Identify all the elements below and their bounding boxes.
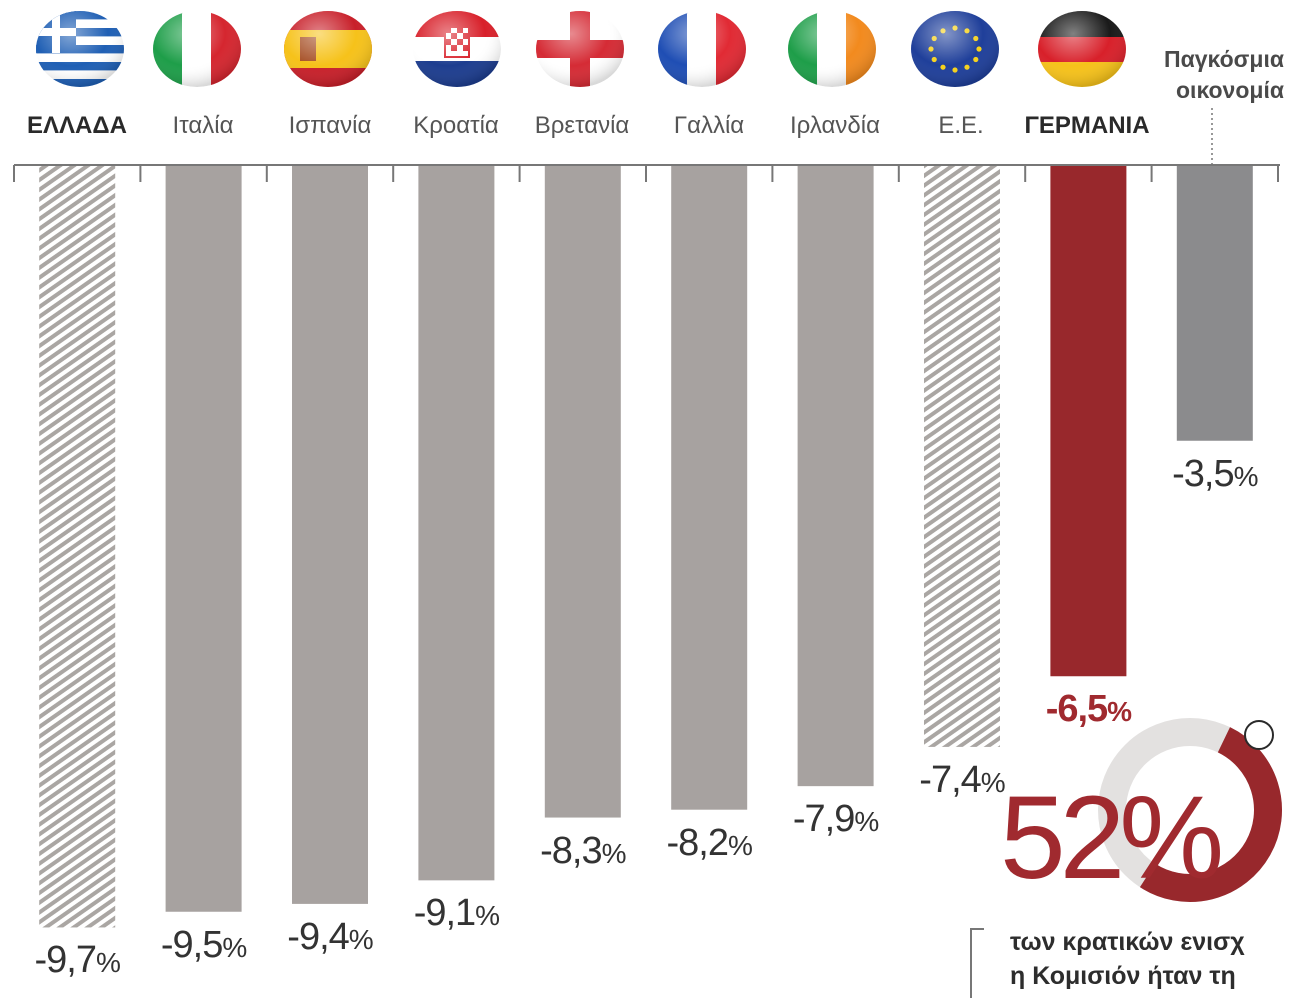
value-percent: % bbox=[1233, 460, 1259, 492]
donut-arc bbox=[1139, 727, 1282, 902]
caption-line-1: των κρατικών ενισχ bbox=[1010, 928, 1245, 956]
value-label: -9,4% bbox=[260, 916, 400, 959]
label-italy: Ιταλία bbox=[172, 112, 234, 139]
value-number: -6,5 bbox=[1045, 688, 1108, 731]
donut-chart bbox=[1098, 718, 1282, 902]
label-britain: Βρετανία bbox=[534, 112, 630, 139]
value-percent: % bbox=[348, 923, 374, 955]
donut-knob bbox=[1244, 720, 1274, 750]
label-germany: ΓΕΡΜΑΝΙΑ bbox=[1024, 112, 1150, 139]
bars-group bbox=[39, 166, 1253, 928]
value-number: -9,1 bbox=[413, 892, 476, 935]
label-world-line2: οικονομία bbox=[1176, 77, 1284, 103]
value-label: -9,1% bbox=[386, 892, 526, 935]
value-percent: % bbox=[1107, 696, 1132, 728]
germany-flag-icon bbox=[1038, 11, 1126, 87]
value-label: -8,3% bbox=[513, 830, 653, 873]
value-label: -3,5% bbox=[1145, 453, 1285, 496]
value-percent: % bbox=[475, 900, 500, 932]
value-number: -7,9 bbox=[792, 798, 855, 841]
caption-line-2: η Κομισιόν ήταν τη bbox=[1010, 962, 1236, 990]
value-label: -8,2% bbox=[639, 822, 779, 865]
value-label: -6,5% bbox=[1018, 688, 1158, 731]
value-label: -7,9% bbox=[766, 798, 906, 841]
value-percent: % bbox=[727, 829, 753, 861]
label-ireland: Ιρλανδία bbox=[790, 112, 880, 139]
england-flag-icon bbox=[536, 11, 624, 87]
label-spain: Ισπανία bbox=[288, 112, 372, 139]
value-label: -7,4% bbox=[892, 759, 1032, 802]
value-percent: % bbox=[222, 931, 247, 963]
axis-ticks bbox=[13, 165, 1279, 182]
label-croatia: Κροατία bbox=[413, 112, 499, 139]
value-percent: % bbox=[980, 766, 1006, 798]
bar-1 bbox=[165, 166, 242, 912]
eu-flag-icon bbox=[911, 11, 999, 87]
value-number: -8,3 bbox=[540, 829, 602, 872]
inset-percent: 52% bbox=[1000, 772, 1224, 904]
bar-2 bbox=[292, 166, 368, 904]
value-percent: % bbox=[95, 947, 121, 979]
value-number: -8,2 bbox=[666, 821, 728, 864]
bar-5 bbox=[671, 166, 748, 810]
value-number: -7,4 bbox=[919, 758, 981, 801]
value-label: -9,7% bbox=[7, 939, 147, 982]
italy-flag-icon bbox=[153, 11, 241, 87]
caption-bracket bbox=[970, 928, 984, 998]
label-world: Παγκόσμια οικονομία bbox=[1138, 44, 1284, 106]
france-flag-icon bbox=[658, 11, 746, 87]
value-number: -9,4 bbox=[287, 915, 349, 958]
value-label: -9,5% bbox=[134, 924, 274, 967]
inset-caption: των κρατικών ενισχ η Κομισιόν ήταν τη bbox=[980, 925, 1289, 996]
bar-3 bbox=[418, 166, 495, 881]
greece-flag-icon bbox=[36, 11, 124, 87]
bar-9 bbox=[1176, 166, 1253, 441]
bar-0 bbox=[39, 166, 116, 928]
label-eu: Ε.Ε. bbox=[938, 112, 984, 139]
value-percent: % bbox=[601, 837, 627, 869]
value-number: -3,5 bbox=[1172, 452, 1234, 495]
bar-7 bbox=[924, 166, 1000, 747]
spain-flag-icon bbox=[284, 11, 372, 87]
croatia-flag-icon bbox=[413, 11, 501, 87]
label-france: Γαλλία bbox=[673, 112, 745, 139]
bar-8 bbox=[1050, 166, 1127, 677]
ireland-flag-icon bbox=[788, 11, 876, 87]
value-percent: % bbox=[854, 806, 879, 838]
value-number: -9,5 bbox=[160, 923, 223, 966]
bar-6 bbox=[797, 166, 874, 787]
label-world-line1: Παγκόσμια bbox=[1164, 46, 1284, 72]
value-number: -9,7 bbox=[34, 939, 96, 982]
bar-4 bbox=[544, 166, 621, 818]
label-greece: ΕΛΛΑΔΑ bbox=[27, 112, 127, 139]
